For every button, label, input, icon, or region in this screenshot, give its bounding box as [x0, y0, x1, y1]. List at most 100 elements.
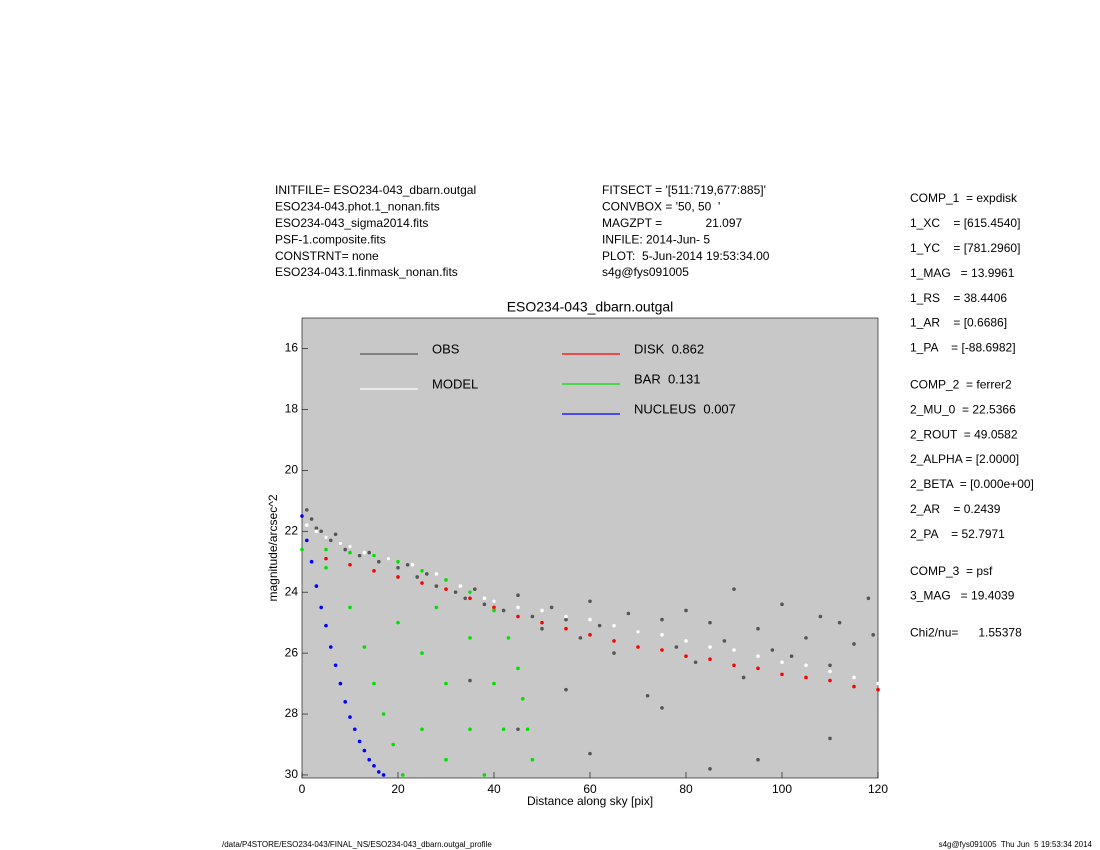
data-point	[324, 556, 328, 561]
y-tick-label: 18	[285, 402, 299, 416]
y-axis-label: magnitude/arcsec^2	[266, 494, 280, 601]
data-point	[415, 575, 420, 579]
data-point	[540, 626, 544, 631]
data-point	[732, 648, 736, 652]
data-point	[434, 605, 439, 610]
data-point	[741, 675, 746, 680]
data-point	[348, 544, 352, 549]
data-point	[333, 532, 338, 537]
x-tick-label: 40	[487, 782, 501, 796]
data-point	[305, 523, 309, 527]
param-line: Chi2/nu= 1.55378	[910, 626, 1022, 640]
data-point	[588, 751, 592, 756]
data-point	[684, 608, 688, 613]
data-point	[564, 614, 568, 619]
data-point	[588, 599, 592, 604]
data-point	[756, 757, 760, 762]
y-tick-label: 30	[285, 767, 299, 781]
data-point	[300, 514, 304, 518]
data-point	[540, 608, 544, 613]
data-point	[492, 608, 496, 613]
data-point	[343, 700, 348, 704]
x-axis-label: Distance along sky [pix]	[527, 794, 653, 808]
data-point	[828, 669, 832, 674]
data-point	[828, 663, 832, 668]
data-point	[501, 608, 506, 613]
x-tick-label: 120	[868, 782, 888, 796]
data-point	[564, 626, 568, 631]
data-point	[468, 727, 472, 732]
legend-label: OBS	[432, 341, 460, 356]
y-tick-label: 26	[285, 645, 299, 659]
data-point	[377, 770, 381, 774]
data-point	[804, 663, 808, 668]
data-point	[338, 541, 343, 546]
param-line: 2_BETA = [0.000e+00]	[910, 477, 1034, 491]
data-point	[357, 553, 362, 558]
param-line: 1_XC = [615.4540]	[910, 216, 1020, 230]
data-point	[362, 550, 367, 555]
data-point	[549, 605, 554, 610]
data-point	[444, 578, 448, 582]
y-tick-label: 24	[285, 584, 299, 598]
param-line: 1_AR = [0.6686]	[910, 316, 1007, 330]
data-point	[516, 593, 520, 598]
param-line: 3_MAG = 19.4039	[910, 589, 1015, 603]
data-point	[357, 739, 362, 744]
data-point	[492, 599, 496, 604]
data-point	[362, 748, 367, 753]
data-point	[348, 715, 352, 719]
data-point	[684, 654, 688, 658]
data-point	[309, 559, 314, 564]
param-line: COMP_3 = psf	[910, 564, 993, 578]
data-point	[381, 773, 386, 777]
data-point	[708, 645, 712, 649]
data-point	[516, 727, 520, 732]
data-point	[444, 681, 448, 686]
data-point	[401, 773, 405, 777]
data-point	[852, 675, 856, 680]
header-line: FITSECT = '[511:719,677:885]'	[602, 183, 766, 197]
y-tick-label: 22	[285, 523, 299, 537]
data-point	[588, 617, 592, 622]
data-point	[329, 538, 333, 543]
y-tick-label: 28	[285, 706, 299, 720]
data-point	[597, 623, 602, 628]
param-line: 2_PA = 52.7971	[910, 527, 1005, 541]
data-point	[420, 581, 424, 585]
data-point	[324, 535, 328, 540]
data-point	[804, 675, 808, 680]
header-line: CONVBOX = '50, 50 '	[602, 200, 720, 214]
data-point	[324, 547, 328, 552]
data-point	[876, 681, 880, 686]
data-point	[348, 562, 352, 567]
data-point	[410, 562, 415, 567]
data-point	[540, 620, 544, 625]
header-line: INITFILE= ESO234-043_dbarn.outgal	[275, 183, 476, 197]
data-point	[636, 645, 640, 649]
data-point	[530, 757, 535, 762]
data-point	[612, 651, 616, 655]
data-point	[756, 654, 760, 658]
data-point	[372, 681, 376, 686]
data-point	[708, 620, 712, 625]
data-point	[506, 636, 511, 640]
data-point	[473, 587, 477, 591]
data-point	[396, 620, 400, 625]
data-point	[362, 645, 367, 649]
data-point	[468, 678, 472, 683]
param-line: COMP_1 = expdisk	[910, 191, 1018, 205]
data-point	[780, 602, 784, 607]
data-point	[564, 617, 568, 622]
data-point	[660, 648, 664, 652]
data-point	[492, 605, 496, 610]
data-point	[852, 684, 856, 689]
data-point	[521, 696, 525, 701]
data-point	[305, 508, 309, 512]
data-point	[453, 590, 458, 594]
data-point	[866, 596, 871, 601]
param-line: 2_ROUT = 49.0582	[910, 427, 1018, 441]
legend-label: NUCLEUS 0.007	[634, 401, 736, 416]
data-point	[468, 596, 472, 601]
data-point	[420, 651, 424, 655]
